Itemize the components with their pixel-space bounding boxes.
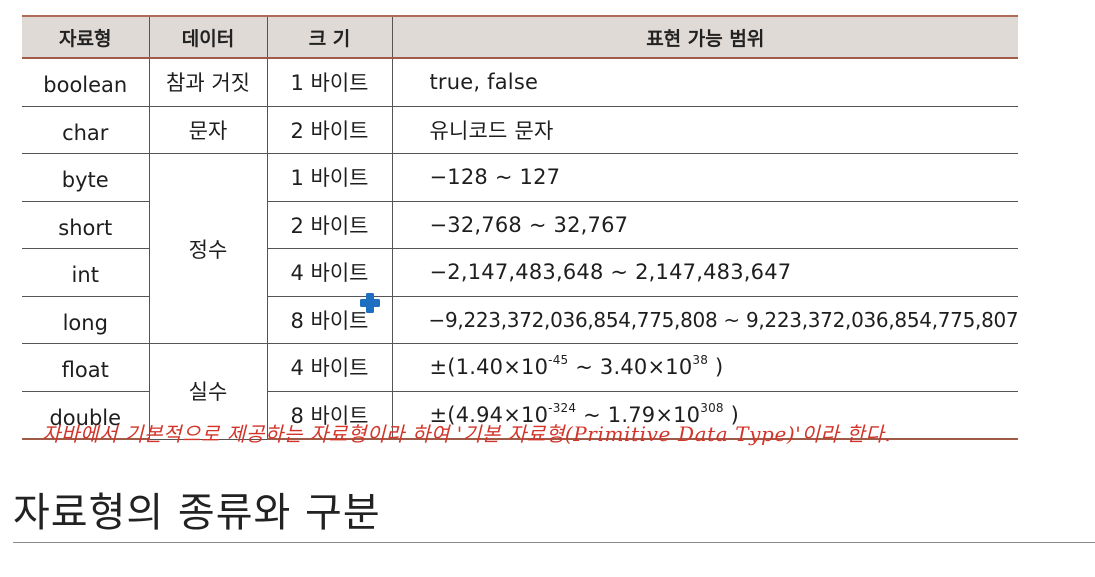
range-middle: ~ 1.79×10 bbox=[576, 402, 701, 427]
type-cell: double bbox=[22, 391, 149, 440]
header-size: 크 기 bbox=[266, 15, 392, 59]
size-cell: 1 바이트 bbox=[266, 58, 392, 107]
table-row: short 2 바이트 −32,768 ~ 32,767 bbox=[22, 201, 1018, 249]
range-prefix: ±(4.94×10 bbox=[429, 402, 549, 427]
range-cell: true, false bbox=[391, 58, 1018, 107]
range-exponent: -45 bbox=[548, 353, 569, 368]
size-cell: 4 바이트 bbox=[266, 343, 392, 392]
size-cell: 2 바이트 bbox=[266, 106, 392, 154]
data-group-cell: 문자 bbox=[148, 106, 267, 154]
size-cell: 8 바이트 bbox=[266, 296, 392, 344]
type-cell: short bbox=[22, 201, 149, 249]
type-cell: int bbox=[22, 248, 149, 297]
table-row: boolean 참과 거짓 1 바이트 true, false bbox=[22, 58, 1018, 107]
type-cell: char bbox=[22, 106, 149, 154]
range-cell: 유니코드 문자 bbox=[391, 106, 1018, 154]
type-cell: byte bbox=[22, 153, 149, 202]
handwritten-note: 자바에서 기본적으로 제공하는 자료형이라 하여 '기본 자료형(Primiti… bbox=[42, 422, 892, 446]
range-cell: −32,768 ~ 32,767 bbox=[391, 201, 1018, 249]
type-cell: long bbox=[22, 296, 149, 344]
table-row: int 4 바이트 −2,147,483,648 ~ 2,147,483,647 bbox=[22, 248, 1018, 297]
header-type: 자료형 bbox=[22, 15, 149, 59]
range-cell: −128 ~ 127 bbox=[391, 153, 1018, 202]
table-header-row: 자료형 데이터 크 기 표현 가능 범위 bbox=[22, 15, 1018, 59]
header-data: 데이터 bbox=[148, 15, 267, 59]
table-row: float 실수 4 바이트 ±(1.40×10-45 ~ 3.40×1038 … bbox=[22, 343, 1018, 440]
size-cell: 8 바이트 bbox=[266, 391, 392, 440]
data-group-cell: 실수 bbox=[148, 343, 267, 440]
range-cell: −2,147,483,648 ~ 2,147,483,647 bbox=[391, 248, 1018, 297]
data-type-table-container: 자료형 데이터 크 기 표현 가능 범위 boolean 참과 거짓 1 바이트… bbox=[22, 15, 1019, 440]
range-cell: ±(4.94×10-324 ~ 1.79×10308 ) bbox=[391, 391, 1018, 440]
size-cell: 4 바이트 bbox=[266, 248, 392, 297]
range-exponent: 308 bbox=[700, 400, 724, 415]
section-heading: 자료형의 종류와 구분 bbox=[13, 490, 381, 536]
range-exponent: 38 bbox=[692, 353, 709, 368]
range-exponent: -324 bbox=[548, 400, 577, 415]
type-cell: boolean bbox=[22, 58, 149, 107]
range-suffix: ) bbox=[723, 402, 740, 427]
table-row: byte 정수 1 바이트 −128 ~ 127 bbox=[22, 153, 1018, 344]
range-suffix: ) bbox=[708, 355, 724, 380]
size-cell: 2 바이트 bbox=[266, 201, 392, 249]
move-cursor-icon[interactable] bbox=[359, 292, 381, 314]
header-range: 표현 가능 범위 bbox=[391, 15, 1018, 59]
data-group-cell: 참과 거짓 bbox=[148, 58, 267, 107]
range-prefix: ±(1.40×10 bbox=[429, 355, 549, 380]
type-cell: float bbox=[22, 343, 149, 392]
size-cell: 1 바이트 bbox=[266, 153, 392, 202]
range-cell: ±(1.40×10-45 ~ 3.40×1038 ) bbox=[391, 343, 1018, 392]
heading-divider bbox=[13, 542, 1095, 543]
data-type-table: 자료형 데이터 크 기 표현 가능 범위 boolean 참과 거짓 1 바이트… bbox=[22, 15, 1019, 440]
range-middle: ~ 3.40×10 bbox=[568, 355, 693, 380]
range-cell: −9,223,372,036,854,775,808 ~ 9,223,372,0… bbox=[391, 296, 1019, 344]
table-row: long 8 바이트 −9,223,372,036,854,775,808 ~ … bbox=[22, 296, 1019, 344]
data-group-cell: 정수 bbox=[148, 153, 267, 344]
table-row: char 문자 2 바이트 유니코드 문자 bbox=[22, 106, 1018, 154]
table-row: double 8 바이트 ±(4.94×10-324 ~ 1.79×10308 … bbox=[22, 391, 1018, 440]
